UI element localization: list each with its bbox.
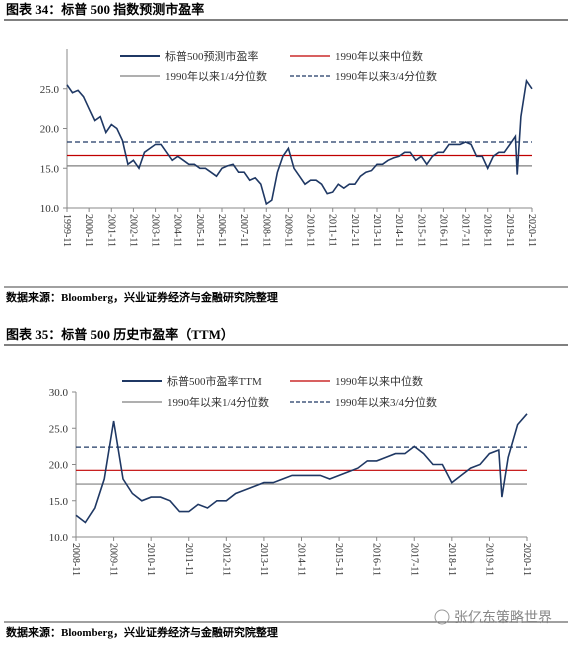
y-tick-label: 30.0 (49, 387, 69, 399)
y-tick-label: 15.0 (49, 496, 69, 508)
legend-label: 标普500市盈率TTM (167, 374, 262, 388)
y-tick-label: 25.0 (40, 84, 60, 96)
series-line (66, 78, 533, 206)
x-tick-label: 2020-11 (526, 214, 537, 247)
y-tick-label: 10.0 (49, 532, 69, 544)
x-tick-label: 2015-11 (333, 543, 344, 576)
x-tick-label: 2018-11 (446, 543, 457, 576)
y-tick-label: 10.0 (40, 203, 60, 215)
x-tick-label: 2010-11 (305, 214, 316, 247)
x-tick-label: 2016-11 (371, 543, 382, 576)
y-tick-label: 15.0 (40, 163, 60, 175)
x-tick-label: 2018-11 (482, 214, 493, 247)
y-tick-label: 20.0 (40, 124, 60, 136)
x-tick-label: 2013-11 (371, 214, 382, 247)
chart-title: 图表 35：标普 500 历史市盈率（TTM） (6, 327, 234, 342)
x-tick-label: 2019-11 (483, 543, 494, 576)
legend-label: 1990年以来3/4分位数 (335, 395, 437, 409)
y-tick-label: 25.0 (49, 423, 69, 435)
x-tick-label: 2000-11 (83, 214, 94, 247)
watermark-icon (434, 609, 450, 625)
x-tick-label: 2017-11 (408, 543, 419, 576)
x-tick-label: 2012-11 (220, 543, 231, 576)
x-tick-label: 2002-11 (127, 214, 138, 247)
x-tick-label: 2005-11 (194, 214, 205, 247)
x-tick-label: 2008-11 (260, 214, 271, 247)
x-tick-label: 2015-11 (415, 214, 426, 247)
source-note: 数据来源：Bloomberg，兴业证券经济与金融研究院整理 (6, 290, 278, 304)
legend-label: 1990年以来中位数 (335, 49, 423, 63)
series-line (75, 413, 528, 524)
x-tick-label: 2001-11 (105, 214, 116, 247)
legend-label: 标普500预测市盈率 (165, 49, 259, 63)
x-tick-label: 2011-11 (183, 543, 194, 576)
x-tick-label: 2004-11 (172, 214, 183, 247)
x-tick-label: 2019-11 (504, 214, 515, 247)
x-tick-label: 2014-11 (296, 543, 307, 576)
x-tick-label: 2007-11 (238, 214, 249, 247)
x-tick-label: 1999-11 (61, 214, 72, 247)
x-tick-label: 2011-11 (327, 214, 338, 247)
y-tick-label: 20.0 (49, 460, 69, 472)
legend-label: 1990年以来3/4分位数 (335, 69, 437, 83)
legend-label: 1990年以来1/4分位数 (165, 69, 267, 83)
x-tick-label: 2020-11 (521, 543, 532, 576)
watermark: 张亿东策略世界 (454, 609, 552, 626)
legend-label: 1990年以来1/4分位数 (167, 395, 269, 409)
x-tick-label: 2003-11 (150, 214, 161, 247)
x-tick-label: 2009-11 (282, 214, 293, 247)
x-tick-label: 2012-11 (349, 214, 360, 247)
source-note: 数据来源：Bloomberg，兴业证券经济与金融研究院整理 (6, 625, 278, 639)
x-tick-label: 2016-11 (437, 214, 448, 247)
x-tick-label: 2017-11 (460, 214, 471, 247)
chart-title: 图表 34：标普 500 指数预测市盈率 (6, 2, 204, 17)
x-tick-label: 2014-11 (393, 214, 404, 247)
legend-label: 1990年以来中位数 (335, 374, 423, 388)
x-tick-label: 2008-11 (70, 543, 81, 576)
x-tick-label: 2009-11 (108, 543, 119, 576)
x-tick-label: 2006-11 (216, 214, 227, 247)
x-tick-label: 2013-11 (258, 543, 269, 576)
x-tick-label: 2010-11 (145, 543, 156, 576)
